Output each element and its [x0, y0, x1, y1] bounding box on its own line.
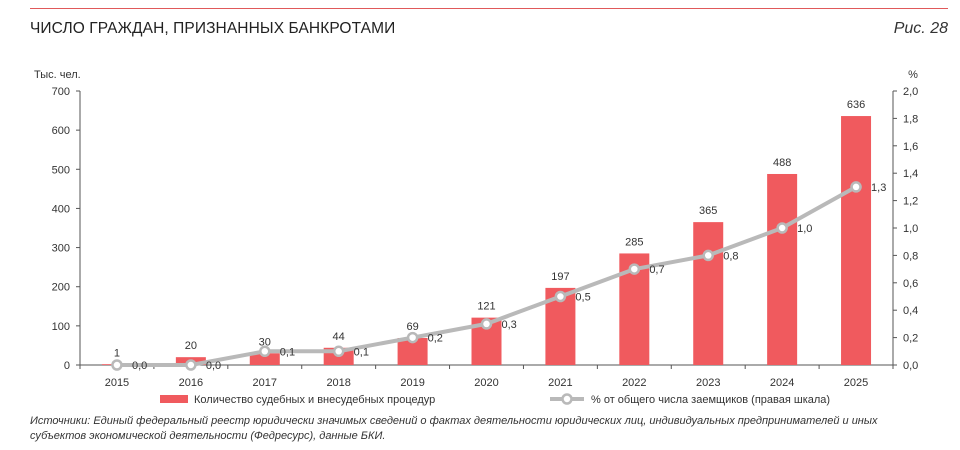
line-value-label: 0,0 — [132, 360, 147, 372]
line-value-label: 1,0 — [797, 223, 812, 235]
bar — [693, 222, 724, 365]
y-right-tick-label: 1,4 — [903, 168, 918, 180]
line-point — [850, 181, 862, 193]
line-value-label: 0,8 — [723, 250, 738, 262]
y-right-tick-label: 1,2 — [903, 196, 918, 208]
legend-line-label: % от общего числа заемщиков (правая шкал… — [591, 394, 830, 406]
line-point — [702, 249, 714, 262]
line-value-label: 0,3 — [502, 319, 517, 331]
figure-label: Рис. 28 — [893, 20, 948, 37]
line-value-label: 0,7 — [649, 264, 664, 276]
bar-value-label: 636 — [847, 99, 865, 111]
x-tick-label: 2017 — [253, 377, 277, 389]
line-value-label: 0,2 — [428, 333, 443, 345]
bar-value-label: 44 — [333, 331, 345, 343]
bar-value-label: 488 — [773, 157, 791, 169]
line-value-label: 0,5 — [575, 292, 590, 304]
line-point — [554, 290, 567, 303]
bar-value-label: 20 — [185, 340, 197, 352]
y-left-tick-label: 300 — [52, 243, 70, 255]
x-tick-label: 2021 — [548, 377, 572, 389]
y-right-tick-label: 1,8 — [903, 113, 918, 125]
y-left-tick-label: 200 — [52, 282, 70, 294]
chart-title: ЧИСЛО ГРАЖДАН, ПРИЗНАННЫХ БАНКРОТАМИ — [30, 20, 396, 37]
bar — [249, 353, 280, 365]
top-rule — [30, 8, 948, 9]
x-tick-label: 2019 — [400, 377, 424, 389]
y-left-tick-label: 0 — [64, 360, 70, 372]
y-right-tick-label: 0,4 — [903, 305, 918, 317]
bankruptcy-chart: Тыс. чел. % 0 100 200 300 400 500 600 700 0,0 0,2 0,… — [34, 69, 918, 406]
line-point — [776, 222, 788, 234]
line-point — [628, 263, 641, 275]
sources-note: Источники: Единый федеральный реестр юри… — [30, 415, 878, 442]
x-tick-label: 2016 — [179, 377, 203, 389]
x-tick-label: 2025 — [844, 377, 868, 389]
bar-value-label: 30 — [259, 336, 271, 348]
bar-value-label: 69 — [406, 321, 418, 333]
x-tick-label: 2020 — [474, 377, 498, 389]
y-left-tick-label: 600 — [52, 125, 70, 137]
line-point — [185, 359, 197, 371]
x-tick-label: 2022 — [622, 377, 646, 389]
y-right-tick-label: 2,0 — [903, 86, 918, 98]
y-right-tick-label: 0,0 — [903, 360, 918, 372]
x-tick-label: 2023 — [696, 377, 720, 389]
bar — [841, 116, 872, 366]
legend-bar-swatch — [160, 395, 188, 403]
bar-value-label: 285 — [625, 236, 643, 248]
bar-value-label: 121 — [477, 301, 495, 313]
line-point — [406, 331, 419, 344]
y-left-tick-label: 500 — [52, 164, 70, 176]
line-value-label: 1,3 — [871, 182, 886, 194]
y-left-tick-label: 700 — [52, 86, 70, 98]
y-right-axis-label: % — [908, 69, 918, 81]
y-right-tick-label: 0,8 — [903, 250, 918, 262]
x-tick-label: 2015 — [105, 377, 129, 389]
line-point — [480, 318, 493, 330]
x-tick-label: 2018 — [326, 377, 350, 389]
legend-line-marker — [561, 393, 573, 405]
bar-value-label: 365 — [699, 205, 717, 217]
line-value-label: 0,0 — [206, 360, 221, 372]
line-value-label: 0,1 — [354, 346, 369, 358]
line-point — [259, 345, 271, 358]
y-left-tick-label: 100 — [52, 321, 70, 333]
y-left-axis-label: Тыс. чел. — [34, 69, 81, 81]
line-point — [111, 359, 123, 371]
bar-value-label: 1 — [114, 348, 120, 360]
line-value-label: 0,1 — [280, 346, 295, 358]
bar-value-label: 197 — [551, 271, 569, 283]
bar — [767, 173, 798, 365]
legend-bar-label: Количество судебных и внесудебных процед… — [194, 394, 435, 406]
y-right-tick-label: 1,6 — [903, 141, 918, 153]
y-left-tick-label: 400 — [52, 203, 70, 215]
y-right-tick-label: 1,0 — [903, 223, 918, 235]
y-right-tick-label: 0,6 — [903, 278, 918, 290]
x-tick-label: 2024 — [770, 377, 794, 389]
line-point — [332, 345, 345, 358]
y-right-tick-label: 0,2 — [903, 333, 918, 345]
